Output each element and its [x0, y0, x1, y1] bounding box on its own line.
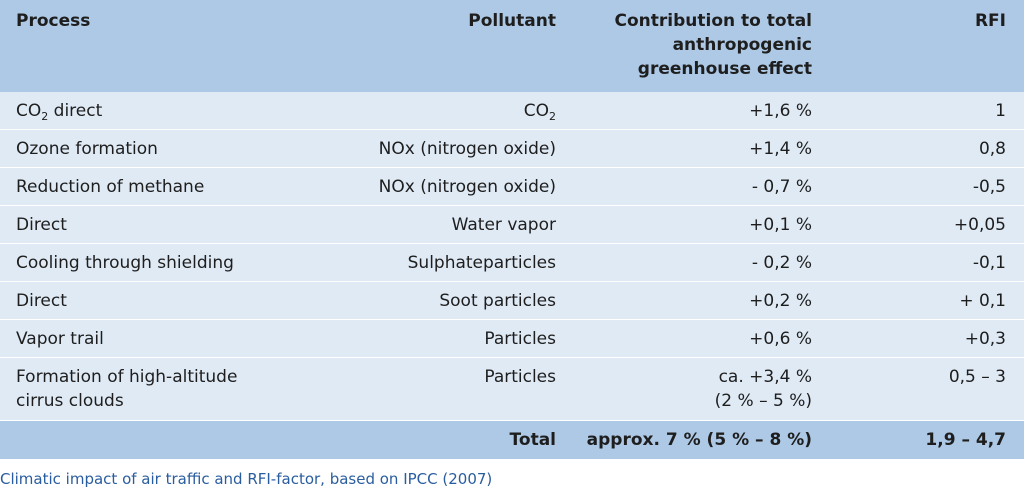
table-row: Reduction of methane NOx (nitrogen oxide… [0, 168, 1024, 206]
cell-contribution-line-1: ca. +3,4 % [718, 367, 812, 387]
table-row: Direct Soot particles +0,2 % + 0,1 [0, 282, 1024, 320]
total-rfi: 1,9 – 4,7 [925, 430, 1006, 450]
table-row: Direct Water vapor +0,1 % +0,05 [0, 206, 1024, 244]
total-label: Total [509, 430, 556, 450]
table-row: Formation of high-altitude cirrus clouds… [0, 358, 1024, 421]
cell-rfi: +0,3 [964, 329, 1006, 349]
cell-process: Ozone formation [16, 139, 158, 159]
cell-pollutant: Particles [484, 367, 556, 387]
cell-rfi: 1 [995, 101, 1006, 121]
table-total-row: Total approx. 7 % (5 % – 8 %) 1,9 – 4,7 [0, 421, 1024, 459]
table-row: CO2 direct CO2 +1,6 % 1 [0, 92, 1024, 130]
cell-process-line-1: Formation of high-altitude [16, 367, 238, 387]
cell-process: Cooling through shielding [16, 253, 234, 273]
header-rfi: RFI [974, 11, 1006, 31]
header-contribution-line-2: anthropogenic [672, 35, 812, 55]
cell-process: Direct [16, 291, 67, 311]
cell-contribution: +0,1 % [749, 215, 812, 235]
cell-rfi: -0,5 [972, 177, 1006, 197]
cell-contribution: +0,2 % [749, 291, 812, 311]
table-caption: Climatic impact of air traffic and RFI-f… [0, 470, 493, 488]
cell-contribution: +1,6 % [749, 101, 812, 121]
header-contribution-line-1: Contribution to total [614, 11, 812, 31]
cell-process: Direct [16, 215, 67, 235]
header-contribution-line-3: greenhouse effect [637, 59, 812, 79]
cell-pollutant: NOx (nitrogen oxide) [378, 139, 556, 159]
cell-pollutant: CO2 [523, 101, 556, 123]
table-row: Ozone formation NOx (nitrogen oxide) +1,… [0, 130, 1024, 168]
header-process: Process [16, 11, 91, 31]
cell-contribution: ca. +3,4 % (2 % – 5 %) [560, 365, 812, 413]
cell-process: Formation of high-altitude cirrus clouds [16, 365, 237, 413]
cell-rfi: 0,8 [978, 139, 1006, 159]
total-contribution: approx. 7 % (5 % – 8 %) [586, 430, 812, 450]
cell-pollutant: NOx (nitrogen oxide) [378, 177, 556, 197]
cell-contribution: +0,6 % [749, 329, 812, 349]
cell-rfi: 0,5 – 3 [948, 367, 1006, 387]
cell-pollutant: Water vapor [451, 215, 556, 235]
table-row: Cooling through shielding Sulphatepartic… [0, 244, 1024, 282]
cell-process: Reduction of methane [16, 177, 205, 197]
cell-rfi: +0,05 [953, 215, 1006, 235]
header-pollutant: Pollutant [468, 11, 556, 31]
cell-rfi: -0,1 [972, 253, 1006, 273]
cell-contribution-line-2: (2 % – 5 %) [714, 391, 812, 411]
header-contribution: Contribution to total anthropogenic gree… [560, 9, 812, 81]
cell-pollutant: Soot particles [439, 291, 556, 311]
cell-process: Vapor trail [16, 329, 104, 349]
cell-contribution: - 0,7 % [751, 177, 812, 197]
cell-rfi: + 0,1 [959, 291, 1006, 311]
cell-pollutant: Sulphateparticles [407, 253, 556, 273]
cell-contribution: +1,4 % [749, 139, 812, 159]
cell-pollutant: Particles [484, 329, 556, 349]
table-row: Vapor trail Particles +0,6 % +0,3 [0, 320, 1024, 358]
table-header-row: Process Pollutant Contribution to total … [0, 0, 1024, 92]
cell-process-line-2: cirrus clouds [16, 391, 124, 411]
cell-contribution: - 0,2 % [751, 253, 812, 273]
cell-process: CO2 direct [16, 101, 103, 123]
